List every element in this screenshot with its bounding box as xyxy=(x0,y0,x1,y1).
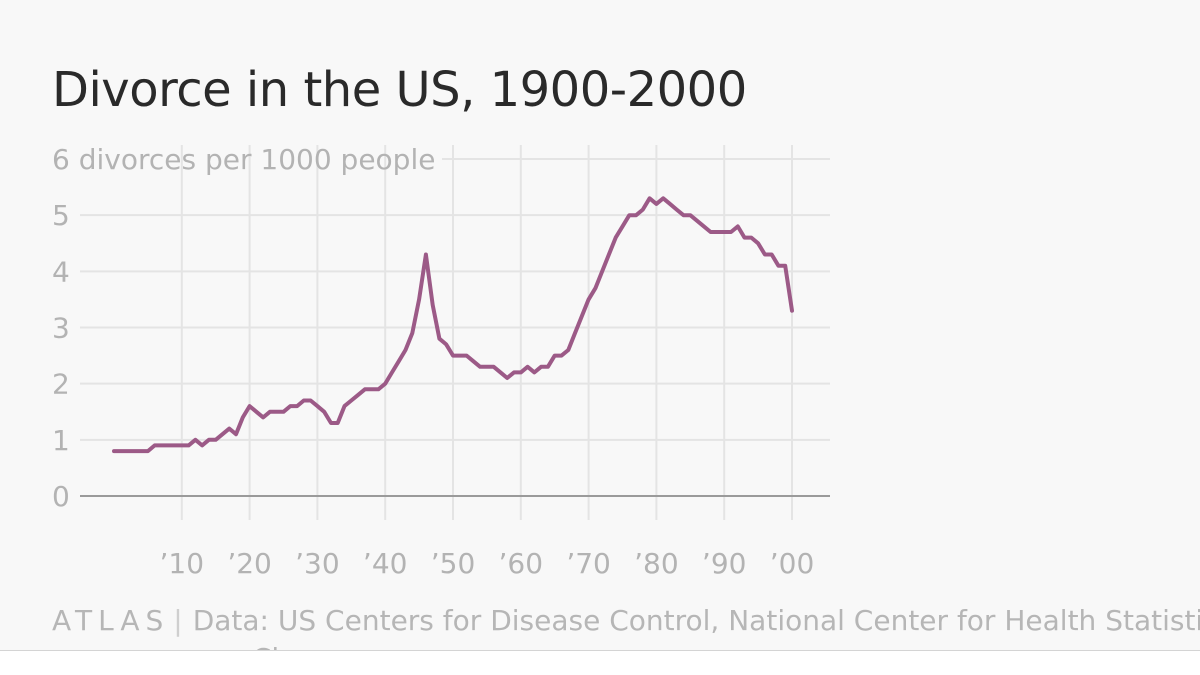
data-source-overflow: Ch xyxy=(252,642,289,650)
grid-layer xyxy=(80,145,830,520)
atlas-logo: ATLAS xyxy=(52,604,170,637)
x-tick-label: ’50 xyxy=(431,547,476,580)
y-tick-label: 3 xyxy=(52,312,70,345)
y-tick-label: 0 xyxy=(52,480,70,513)
series-layer xyxy=(112,196,794,454)
footer-separator: | xyxy=(173,604,183,637)
x-tick-label: ’00 xyxy=(770,547,815,580)
y-tick-label: 5 xyxy=(52,199,70,232)
y-axis-labels: 0 1 2 3 4 5 6 divorces per 1000 people xyxy=(52,143,435,513)
x-tick-label: ’80 xyxy=(634,547,679,580)
x-tick-label: ’60 xyxy=(499,547,544,580)
y-tick-label: 2 xyxy=(52,368,70,401)
chart-title: Divorce in the US, 1900-2000 xyxy=(52,62,747,118)
x-tick-label: ’30 xyxy=(295,547,340,580)
bottom-border xyxy=(0,650,1200,651)
x-tick-label: ’90 xyxy=(702,547,747,580)
divorce-rate-line xyxy=(112,196,794,454)
x-tick-label: ’20 xyxy=(227,547,272,580)
data-source: Data: US Centers for Disease Control, Na… xyxy=(192,604,1200,637)
y-tick-label: 1 xyxy=(52,424,70,457)
x-axis-labels: ’10 ’20 ’30 ’40 ’50 ’60 ’70 ’80 ’90 ’00 xyxy=(160,547,815,580)
y-axis-title: 6 divorces per 1000 people xyxy=(52,143,435,176)
y-tick-label: 4 xyxy=(52,255,70,288)
x-tick-label: ’10 xyxy=(160,547,205,580)
chart-footer: ATLAS | Data: US Centers for Disease Contr… xyxy=(52,604,1200,637)
x-tick-label: ’70 xyxy=(566,547,611,580)
chart-card: Divorce in the US, 1900-2000 0 1 2 3 4 5 6 div… xyxy=(52,62,1200,650)
x-tick-label: ’40 xyxy=(363,547,408,580)
